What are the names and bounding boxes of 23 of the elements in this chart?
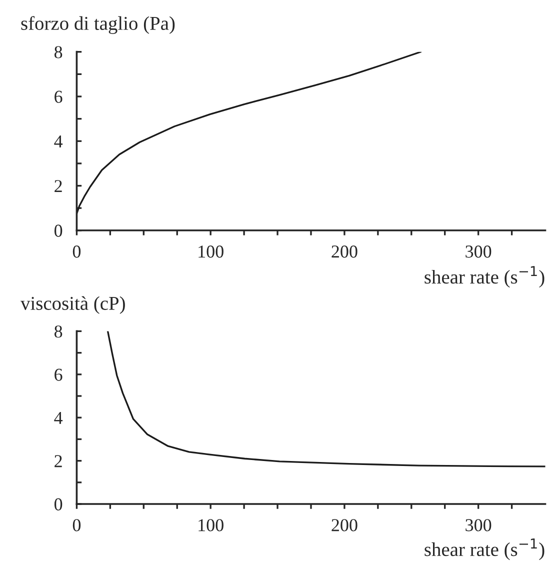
y-axis-title: sforzo di taglio (Pa): [21, 16, 175, 34]
y-tick-label: 0: [54, 224, 62, 237]
x-tick-label: 100: [198, 246, 224, 258]
x-tick-label: 300: [466, 519, 492, 532]
y-tick-label: 0: [54, 498, 62, 510]
line-series: [106, 331, 546, 468]
y-tick-label: 2: [54, 455, 62, 468]
x-tick-label: 200: [332, 519, 358, 532]
y-tick-label: 4: [54, 412, 63, 424]
x-tick-label: 100: [198, 519, 224, 532]
y-tick-label: 6: [54, 90, 62, 103]
y-tick-label: 8: [54, 46, 62, 58]
x-axis-title: shear rate (s$^{−1}$): [424, 538, 544, 560]
x-tick-label: 0: [72, 519, 81, 532]
y-axis-title: viscosità (cP): [20, 296, 125, 314]
x-axis-title: shear rate (s$^{−1}$): [424, 266, 544, 288]
x-tick-label: 300: [466, 246, 492, 258]
y-tick-label: 4: [54, 136, 63, 148]
y-tick-label: 6: [54, 368, 62, 381]
x-tick-label: 200: [332, 246, 358, 258]
y-tick-label: 8: [54, 325, 62, 338]
y-tick-label: 2: [54, 180, 62, 192]
x-tick-label: 0: [72, 246, 81, 258]
